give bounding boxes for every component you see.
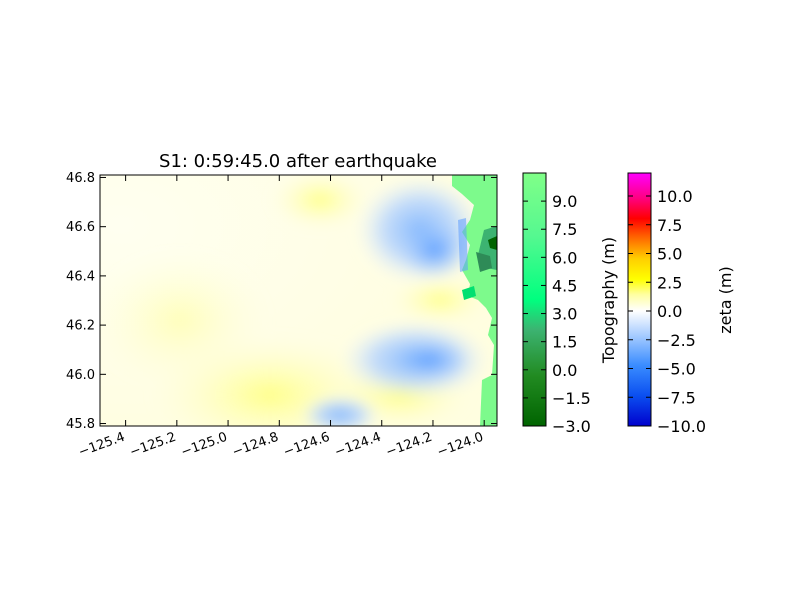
positive-anomaly-region	[100, 250, 270, 390]
coastal-lowland	[462, 286, 476, 300]
zeta-tick-label: −10.0	[657, 417, 706, 436]
x-tick-label: −125.2	[128, 430, 178, 461]
coastal-blue-strip	[458, 218, 468, 272]
x-tick-label: −125.4	[77, 430, 127, 461]
zeta-colorbar-label: zeta (m)	[716, 266, 735, 333]
coastal-lowland	[476, 252, 492, 272]
zeta-tick-label: 10.0	[657, 187, 693, 206]
topography-tick-label: 9.0	[552, 192, 577, 211]
y-tick-label: 45.8	[66, 417, 95, 432]
y-tick-label: 46.4	[66, 269, 95, 284]
zeta-colorbar-ticks: 10.0 7.5 5.0 2.5 0.0 −2.5 −5.0 −7.5 −10.0	[628, 187, 706, 436]
zeta-tick-label: 7.5	[657, 216, 682, 235]
topography-colorbar	[522, 172, 547, 427]
plot-frame	[99, 174, 498, 427]
positive-anomaly-region	[390, 275, 490, 325]
zeta-tick-label: −5.0	[657, 360, 696, 379]
zeta-tick-label: 5.0	[657, 245, 682, 264]
plot-area	[100, 175, 497, 426]
zeta-tick-label: −2.5	[657, 331, 696, 350]
topography-tick-label: −1.5	[552, 389, 591, 408]
y-tick-label: 46.0	[66, 368, 95, 383]
chart-title: S1: 0:59:45.0 after earthquake	[159, 151, 437, 172]
topography-colorbar-label: Topography (m)	[599, 237, 618, 364]
x-tick-label: −124.4	[333, 430, 383, 461]
positive-anomaly-region	[270, 175, 370, 230]
topography-tick-label: 0.0	[552, 361, 577, 380]
y-tick-label: 46.8	[66, 171, 95, 186]
x-tick-label: −124.0	[435, 430, 485, 461]
topography-tick-label: 4.5	[552, 276, 577, 295]
negative-anomaly-region	[390, 338, 470, 382]
zeta-tick-label: −7.5	[657, 388, 696, 407]
y-axis: 46.8 46.6 46.4 46.2 46.0 45.8	[66, 171, 497, 432]
zeta-tick-label: 0.0	[657, 302, 682, 321]
topography-tick-label: 1.5	[552, 333, 577, 352]
y-tick-label: 46.6	[66, 220, 95, 235]
x-tick-label: −124.8	[230, 430, 280, 461]
negative-anomaly-region	[300, 395, 380, 426]
y-tick-label: 46.2	[66, 319, 95, 334]
topography-tick-label: −3.0	[552, 417, 591, 436]
topography-tick-label: 6.0	[552, 248, 577, 267]
x-tick-label: −124.6	[282, 430, 332, 461]
zeta-colorbar	[627, 172, 652, 427]
x-tick-label: −124.2	[384, 430, 434, 461]
topography-tick-label: 3.0	[552, 305, 577, 324]
negative-anomaly-region	[400, 220, 470, 280]
topography-colorbar-ticks: 9.0 7.5 6.0 4.5 3.0 1.5 0.0 −1.5 −3.0	[523, 192, 591, 436]
land-topography	[452, 175, 497, 426]
x-tick-label: −125.0	[179, 430, 229, 461]
zeta-tick-label: 2.5	[657, 273, 682, 292]
wave-field	[100, 175, 490, 426]
topography-tick-label: 7.5	[552, 220, 577, 239]
coastal-lowland	[488, 236, 497, 250]
